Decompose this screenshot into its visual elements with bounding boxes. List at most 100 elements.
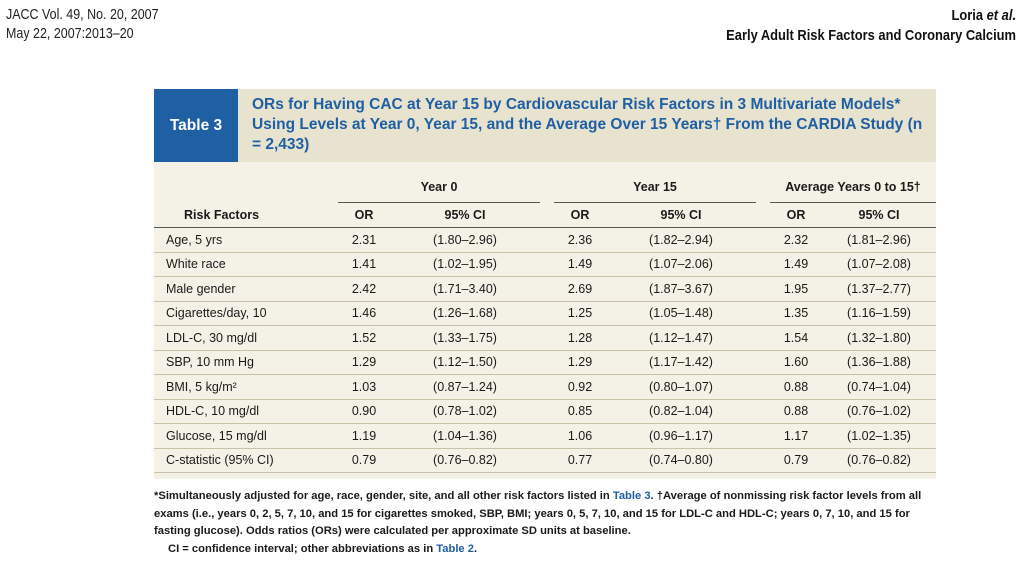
- ci-cell: (1.71–3.40): [390, 276, 540, 302]
- risk-factor-cell: Age, 5 yrs: [154, 227, 324, 253]
- table-footnotes: *Simultaneously adjusted for age, race, …: [154, 488, 936, 558]
- column-gap: [324, 350, 338, 375]
- ci-cell: (1.16–1.59): [822, 301, 936, 326]
- or-cell: 2.32: [770, 227, 822, 253]
- column-gap: [324, 448, 338, 473]
- or-cell: 2.42: [338, 276, 390, 302]
- or-cell: 1.19: [338, 423, 390, 449]
- or-cell: 1.60: [770, 350, 822, 375]
- column-header-or: OR: [338, 202, 390, 228]
- column-gap: [756, 325, 770, 351]
- column-header-or: OR: [554, 202, 606, 228]
- ci-cell: (1.87–3.67): [606, 276, 756, 302]
- column-gap: [756, 252, 770, 277]
- or-cell: 0.79: [338, 448, 390, 473]
- column-gap: [756, 374, 770, 400]
- or-cell: 1.17: [770, 423, 822, 449]
- group-header: Average Years 0 to 15†: [770, 172, 936, 203]
- or-cell: 2.69: [554, 276, 606, 302]
- or-cell: 1.25: [554, 301, 606, 326]
- column-gap: [324, 301, 338, 326]
- column-header-risk-factors: Risk Factors: [154, 202, 324, 228]
- or-cell: 1.41: [338, 252, 390, 277]
- risk-factor-cell: C-statistic (95% CI): [154, 448, 324, 473]
- column-header-or: OR: [770, 202, 822, 228]
- ci-cell: (1.33–1.75): [390, 325, 540, 351]
- ci-cell: (0.74–0.80): [606, 448, 756, 473]
- table-reference-link[interactable]: Table 2: [436, 542, 474, 555]
- or-cell: 0.88: [770, 374, 822, 400]
- ci-cell: (1.37–2.77): [822, 276, 936, 302]
- or-cell: 1.46: [338, 301, 390, 326]
- ci-cell: (1.32–1.80): [822, 325, 936, 351]
- column-header-ci: 95% CI: [606, 202, 756, 228]
- column-gap: [756, 423, 770, 449]
- or-cell: 2.31: [338, 227, 390, 253]
- ci-cell: (1.07–2.08): [822, 252, 936, 277]
- ci-cell: (1.81–2.96): [822, 227, 936, 253]
- ci-cell: (1.12–1.50): [390, 350, 540, 375]
- running-title: Early Adult Risk Factors and Coronary Ca…: [726, 27, 1016, 44]
- or-cell: 1.03: [338, 374, 390, 400]
- column-gap: [540, 423, 554, 449]
- group-header: Year 0: [338, 172, 540, 203]
- ci-cell: (1.82–2.94): [606, 227, 756, 253]
- or-cell: 1.29: [338, 350, 390, 375]
- ci-cell: (0.78–1.02): [390, 399, 540, 424]
- table-row: HDL-C, 10 mg/dl 0.90 (0.78–1.02) 0.85 (0.82–…: [154, 399, 936, 424]
- column-gap: [540, 350, 554, 375]
- table-row: Cigarettes/day, 10 1.46 (1.26–1.68) 1.25 (1.…: [154, 301, 936, 326]
- or-cell: 1.35: [770, 301, 822, 326]
- or-cell: 0.79: [770, 448, 822, 473]
- column-gap: [756, 301, 770, 326]
- journal-citation: JACC Vol. 49, No. 20, 2007 May 22, 2007:…: [6, 6, 159, 44]
- column-header-ci: 95% CI: [822, 202, 936, 228]
- column-header-row: Risk Factors OR 95% CI OR 95% CI OR 95% …: [154, 202, 936, 228]
- table-row: Glucose, 15 mg/dl 1.19 (1.04–1.36) 1.06 (0.9…: [154, 423, 936, 449]
- column-gap: [756, 276, 770, 302]
- column-gap: [540, 227, 554, 253]
- ci-cell: (0.76–0.82): [822, 448, 936, 473]
- column-gap: [756, 399, 770, 424]
- column-gap: [756, 227, 770, 253]
- table-row: LDL-C, 30 mg/dl 1.52 (1.33–1.75) 1.28 (1.12–…: [154, 325, 936, 351]
- column-gap: [540, 276, 554, 302]
- table-row: C-statistic (95% CI) 0.79 (0.76–0.82) 0.77(…: [154, 448, 936, 473]
- column-gap: [324, 325, 338, 351]
- column-gap: [756, 350, 770, 375]
- results-table: Year 0 Year 15 Average Years 0 to 15† Ri…: [154, 172, 936, 473]
- or-cell: 1.49: [770, 252, 822, 277]
- table-reference-link[interactable]: Table 3: [612, 490, 651, 502]
- risk-factor-cell: White race: [154, 252, 324, 277]
- column-gap: [324, 252, 338, 277]
- column-gap: [540, 325, 554, 351]
- ci-cell: (0.76–0.82): [390, 448, 540, 473]
- ci-cell: (1.02–1.35): [822, 423, 936, 449]
- table-caption: Table 3 ORs for Having CAC at Year 15 by…: [154, 89, 936, 162]
- column-gap: [324, 276, 338, 302]
- or-cell: 0.77: [554, 448, 606, 473]
- or-cell: 1.29: [554, 350, 606, 375]
- table-body: Age, 5 yrs 2.31 (1.80–2.96) 2.36 (1.82–2.94)…: [154, 227, 936, 473]
- ci-cell: (0.96–1.17): [606, 423, 756, 449]
- table-row: White race 1.41 (1.02–1.95) 1.49 (1.07–2.06)…: [154, 252, 936, 277]
- column-gap: [540, 399, 554, 424]
- table-row: BMI, 5 kg/m² 1.03 (0.87–1.24) 0.92 (0.80–1.0…: [154, 374, 936, 400]
- ci-cell: (1.80–2.96): [390, 227, 540, 253]
- ci-cell: (1.05–1.48): [606, 301, 756, 326]
- running-header: Loria et al. Early Adult Risk Factors an…: [726, 6, 1016, 46]
- footnote-adjustment: *Simultaneously adjusted for age, race, …: [154, 490, 922, 537]
- column-header-ci: 95% CI: [390, 202, 540, 228]
- group-header-row: Year 0 Year 15 Average Years 0 to 15†: [154, 172, 936, 203]
- column-gap: [324, 227, 338, 253]
- column-gap: [540, 252, 554, 277]
- column-gap: [540, 448, 554, 473]
- ci-cell: (1.36–1.88): [822, 350, 936, 375]
- risk-factor-cell: Cigarettes/day, 10: [154, 301, 324, 326]
- column-gap: [324, 423, 338, 449]
- or-cell: 1.06: [554, 423, 606, 449]
- risk-factor-cell: BMI, 5 kg/m²: [154, 374, 324, 400]
- or-cell: 1.54: [770, 325, 822, 351]
- column-gap: [540, 374, 554, 400]
- ci-cell: (0.87–1.24): [390, 374, 540, 400]
